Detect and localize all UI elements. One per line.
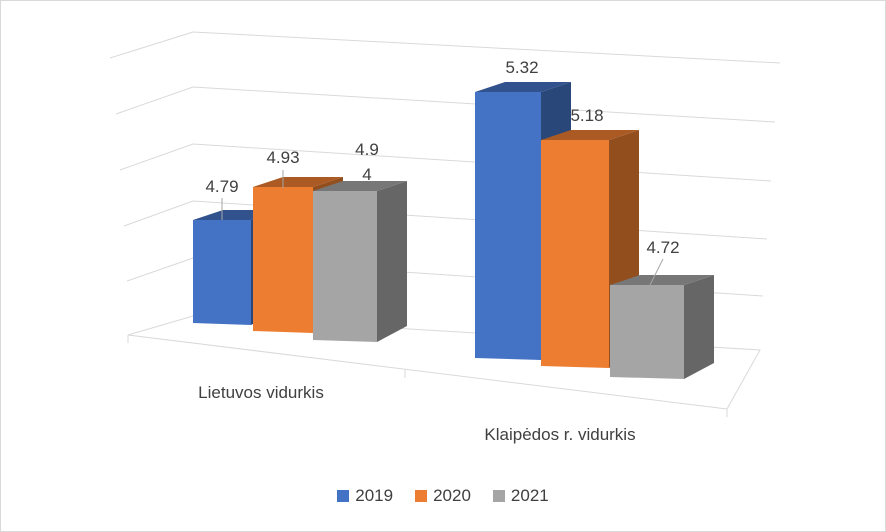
- bar-2021-side: [684, 275, 714, 379]
- data-label: 4.72: [646, 238, 679, 257]
- bar-2021: [610, 285, 684, 379]
- legend-swatch: [415, 490, 428, 502]
- bar-2019: [193, 220, 251, 325]
- gridline: [119, 143, 772, 182]
- legend-label: 2019: [355, 486, 394, 505]
- bar-2020-top: [253, 177, 343, 187]
- legend-item-2020: 2020: [415, 486, 471, 506]
- data-label: 4.9 4: [355, 140, 379, 184]
- data-label: 4.93: [266, 148, 299, 167]
- data-label: 5.18: [570, 106, 603, 125]
- legend-swatch: [337, 490, 350, 502]
- legend-label: 2021: [510, 486, 549, 505]
- data-labels: 4.79 4.93 4.9 4 5.32 5.18 4.72: [205, 58, 680, 286]
- bar-2021-top: [610, 275, 714, 285]
- data-label: 4.79: [205, 177, 238, 196]
- bar-2021-top: [313, 181, 407, 191]
- data-label: 5.32: [505, 58, 538, 77]
- legend-item-2019: 2019: [337, 486, 393, 506]
- bar-2019: [475, 92, 541, 360]
- bar-2021-side: [377, 181, 407, 342]
- floor-front-edge: [127, 334, 728, 410]
- bar-2021: [313, 191, 377, 342]
- gridline: [115, 86, 776, 123]
- category-label: Klaipėdos r. vidurkis: [484, 425, 635, 444]
- legend: 2019 2020 2021: [0, 484, 886, 508]
- bar-2020-top: [541, 130, 639, 140]
- legend-label: 2020: [433, 486, 471, 505]
- gridline: [109, 31, 781, 64]
- bar-2020: [541, 140, 609, 368]
- bars: [193, 82, 714, 379]
- category-labels: Lietuvos vidurkis Klaipėdos r. vidurkis: [198, 383, 635, 444]
- legend-item-2021: 2021: [492, 486, 549, 506]
- leader-line: [649, 258, 664, 286]
- category-label: Lietuvos vidurkis: [198, 383, 324, 402]
- legend-swatch: [492, 490, 505, 502]
- bar-2019-top: [475, 82, 571, 92]
- bar-2020: [253, 187, 313, 333]
